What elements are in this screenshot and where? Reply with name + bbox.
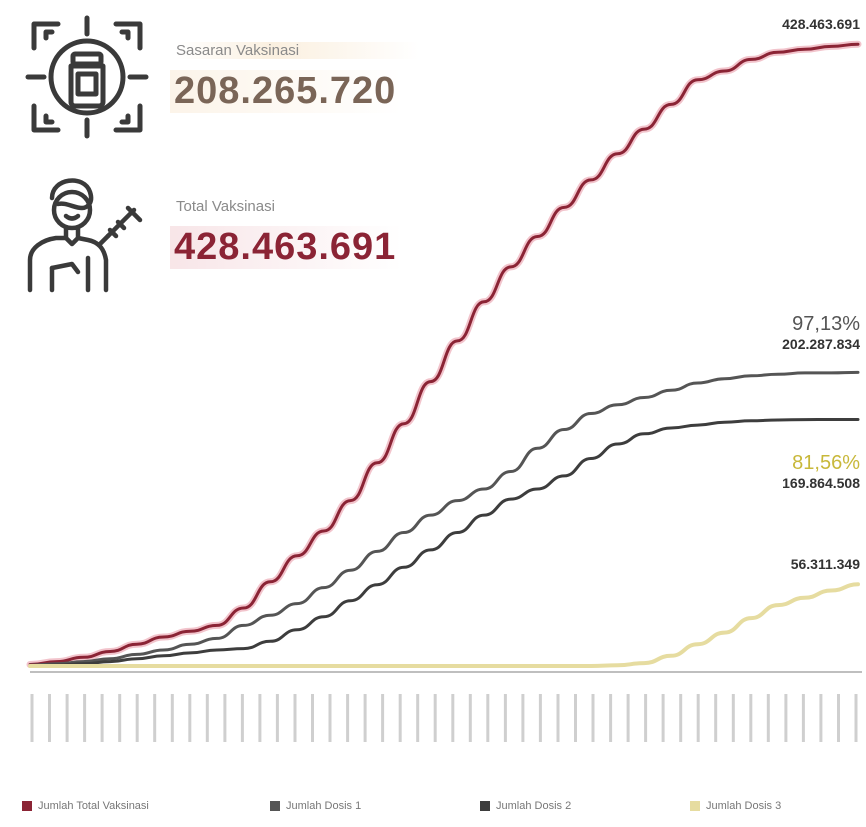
x-tick <box>135 694 139 742</box>
x-tick <box>328 694 332 742</box>
x-tick <box>433 694 437 742</box>
x-tick <box>591 694 595 742</box>
x-tick <box>275 694 279 742</box>
x-tick <box>83 694 87 742</box>
x-tick <box>240 694 244 742</box>
x-tick <box>118 694 122 742</box>
x-tick <box>854 694 858 742</box>
vaccine-vial-icon <box>25 15 149 139</box>
x-tick <box>451 694 455 742</box>
x-tick <box>503 694 507 742</box>
legend-label-dose1: Jumlah Dosis 1 <box>286 800 362 812</box>
legend-item-dose1: Jumlah Dosis 1 <box>270 800 361 812</box>
x-tick <box>381 694 385 742</box>
dose1-percent-label: 97,13% <box>792 313 860 335</box>
x-tick <box>556 694 560 742</box>
x-tick <box>731 694 735 742</box>
x-tick <box>258 694 262 742</box>
legend-swatch-dose1 <box>270 801 280 811</box>
x-tick <box>30 694 34 742</box>
series-line-dose1 <box>28 370 860 667</box>
legend-label-dose2: Jumlah Dosis 2 <box>496 800 572 812</box>
legend-swatch-total <box>22 801 32 811</box>
x-tick <box>363 694 367 742</box>
legend-item-total: Jumlah Total Vaksinasi <box>22 800 149 812</box>
x-tick <box>626 694 630 742</box>
total-end-label: 428.463.691 <box>782 16 860 32</box>
x-tick <box>48 694 51 742</box>
legend-label-dose3: Jumlah Dosis 3 <box>706 800 782 812</box>
x-tick <box>661 694 665 742</box>
dose3-end-label: 56.311.349 <box>790 556 860 572</box>
x-tick <box>346 694 350 742</box>
x-tick <box>293 694 297 742</box>
x-tick <box>749 694 753 742</box>
x-tick <box>679 694 683 742</box>
target-vaccination-value: 208.265.720 <box>170 70 403 113</box>
x-tick <box>311 694 314 742</box>
legend-item-dose3: Jumlah Dosis 3 <box>690 800 781 812</box>
dose1-annotation: 97,13% 202.287.834 <box>700 313 860 352</box>
x-tick <box>521 694 525 742</box>
x-tick <box>538 694 542 742</box>
series-line-dose3 <box>28 582 860 669</box>
x-tick <box>188 694 192 742</box>
x-tick <box>574 694 577 742</box>
x-tick-group <box>30 694 858 742</box>
legend-swatch-dose2 <box>480 801 490 811</box>
total-vaccination-value: 428.463.691 <box>170 226 403 269</box>
dose2-end-label: 169.864.508 <box>782 475 860 491</box>
x-tick <box>766 694 770 742</box>
x-tick <box>65 694 69 742</box>
x-tick <box>714 694 718 742</box>
x-tick <box>170 694 174 742</box>
total-vaccination-label: Total Vaksinasi <box>176 198 275 215</box>
x-tick <box>100 694 104 742</box>
x-tick <box>784 694 788 742</box>
x-tick <box>153 694 157 742</box>
x-tick <box>398 694 402 742</box>
x-tick <box>837 694 840 742</box>
x-tick <box>609 694 613 742</box>
legend-swatch-dose3 <box>690 801 700 811</box>
x-tick <box>819 694 823 742</box>
dose2-annotation: 81,56% 169.864.508 <box>700 452 860 491</box>
x-tick <box>416 694 420 742</box>
target-vaccination-label: Sasaran Vaksinasi <box>176 42 420 59</box>
dose1-end-label: 202.287.834 <box>782 336 860 352</box>
vaccination-line-chart <box>26 40 862 742</box>
x-tick <box>468 694 472 742</box>
x-tick <box>801 694 805 742</box>
vaccinated-person-icon <box>27 178 143 293</box>
x-tick <box>696 694 700 742</box>
legend-label-total: Jumlah Total Vaksinasi <box>38 800 149 812</box>
x-tick <box>223 694 227 742</box>
x-tick <box>486 694 490 742</box>
series-line-dose2 <box>28 418 860 668</box>
series-line-total <box>28 42 860 666</box>
legend-item-dose2: Jumlah Dosis 2 <box>480 800 571 812</box>
series-group <box>26 40 862 669</box>
x-tick <box>644 694 648 742</box>
dose2-percent-label: 81,56% <box>792 452 860 474</box>
chart-legend: Jumlah Total Vaksinasi Jumlah Dosis 1 Ju… <box>0 800 866 822</box>
x-tick <box>205 694 209 742</box>
